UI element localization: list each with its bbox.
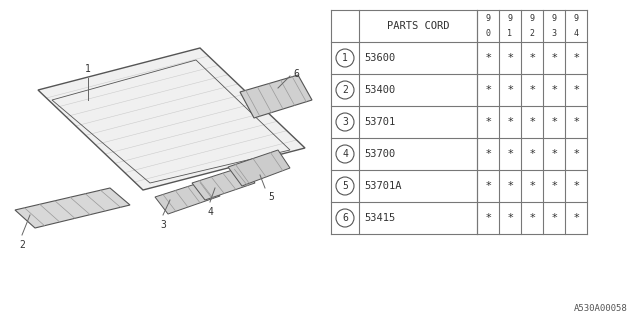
Text: 4: 4 — [342, 149, 348, 159]
Text: *: * — [529, 213, 535, 223]
Text: *: * — [573, 117, 579, 127]
Text: *: * — [485, 85, 491, 95]
Text: 3: 3 — [160, 220, 166, 230]
Text: 0: 0 — [486, 28, 490, 37]
Text: *: * — [529, 53, 535, 63]
Polygon shape — [192, 167, 255, 200]
Text: 53415: 53415 — [364, 213, 396, 223]
Text: 1: 1 — [508, 28, 513, 37]
Text: 3: 3 — [552, 28, 557, 37]
Text: *: * — [485, 53, 491, 63]
Text: 6: 6 — [342, 213, 348, 223]
Text: *: * — [529, 181, 535, 191]
Text: *: * — [573, 53, 579, 63]
Text: *: * — [507, 117, 513, 127]
Text: 2: 2 — [342, 85, 348, 95]
Text: *: * — [551, 213, 557, 223]
Text: *: * — [551, 53, 557, 63]
Polygon shape — [15, 188, 130, 228]
Text: *: * — [573, 213, 579, 223]
Text: *: * — [529, 85, 535, 95]
Text: 2: 2 — [529, 28, 534, 37]
Polygon shape — [38, 48, 305, 190]
Text: *: * — [551, 85, 557, 95]
Text: 53600: 53600 — [364, 53, 396, 63]
Text: 5: 5 — [342, 181, 348, 191]
Text: 53701: 53701 — [364, 117, 396, 127]
Text: *: * — [551, 149, 557, 159]
Text: 9: 9 — [508, 14, 513, 23]
Polygon shape — [228, 150, 290, 186]
Text: 1: 1 — [342, 53, 348, 63]
Text: PARTS CORD: PARTS CORD — [387, 21, 449, 31]
Text: *: * — [485, 213, 491, 223]
Text: *: * — [529, 117, 535, 127]
Text: *: * — [485, 149, 491, 159]
Text: 3: 3 — [342, 117, 348, 127]
Text: *: * — [573, 181, 579, 191]
Text: 9: 9 — [573, 14, 579, 23]
Text: 53400: 53400 — [364, 85, 396, 95]
Text: 9: 9 — [486, 14, 490, 23]
Text: *: * — [507, 149, 513, 159]
Text: *: * — [507, 213, 513, 223]
Text: 1: 1 — [85, 64, 91, 74]
Text: 2: 2 — [19, 240, 25, 250]
Text: *: * — [485, 117, 491, 127]
Text: *: * — [573, 85, 579, 95]
Text: 9: 9 — [529, 14, 534, 23]
Text: *: * — [507, 181, 513, 191]
Text: *: * — [551, 117, 557, 127]
Text: 4: 4 — [573, 28, 579, 37]
Text: 9: 9 — [552, 14, 557, 23]
Polygon shape — [240, 75, 312, 118]
Text: 53701A: 53701A — [364, 181, 401, 191]
Text: 53700: 53700 — [364, 149, 396, 159]
Text: *: * — [529, 149, 535, 159]
Text: *: * — [551, 181, 557, 191]
Text: *: * — [507, 85, 513, 95]
Text: 4: 4 — [207, 207, 213, 217]
Polygon shape — [155, 180, 220, 214]
Text: 6: 6 — [293, 69, 299, 79]
Text: *: * — [573, 149, 579, 159]
Text: *: * — [507, 53, 513, 63]
Text: *: * — [485, 181, 491, 191]
Text: 5: 5 — [268, 192, 274, 202]
Text: A530A00058: A530A00058 — [574, 304, 628, 313]
